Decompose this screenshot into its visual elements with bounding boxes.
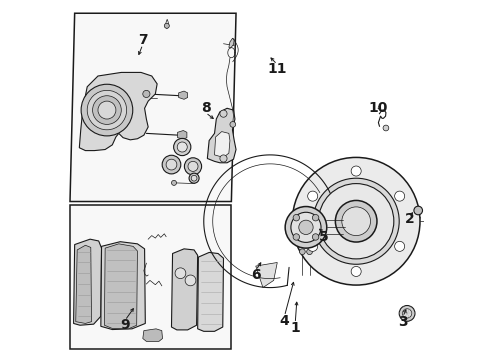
Circle shape: [383, 125, 389, 131]
Circle shape: [394, 241, 405, 251]
Polygon shape: [215, 132, 230, 157]
Circle shape: [162, 155, 181, 174]
Circle shape: [414, 206, 422, 215]
Circle shape: [98, 101, 116, 119]
Circle shape: [293, 157, 420, 285]
Circle shape: [285, 207, 327, 248]
Polygon shape: [79, 72, 157, 150]
Polygon shape: [70, 205, 231, 348]
Polygon shape: [104, 244, 137, 329]
Circle shape: [293, 215, 299, 221]
Circle shape: [394, 191, 405, 201]
Circle shape: [177, 142, 187, 152]
Text: 4: 4: [280, 314, 289, 328]
Circle shape: [308, 191, 318, 201]
Text: 5: 5: [319, 230, 329, 244]
Text: 8: 8: [201, 101, 210, 115]
Circle shape: [185, 275, 196, 286]
Circle shape: [299, 249, 305, 255]
Polygon shape: [177, 131, 187, 139]
Circle shape: [220, 155, 227, 162]
Text: 3: 3: [398, 315, 408, 329]
Text: 1: 1: [291, 321, 300, 335]
Circle shape: [313, 178, 399, 264]
Circle shape: [164, 23, 170, 28]
Polygon shape: [179, 91, 188, 99]
Text: 7: 7: [138, 33, 147, 47]
Polygon shape: [197, 252, 223, 331]
Circle shape: [188, 161, 198, 171]
Circle shape: [317, 224, 322, 229]
Polygon shape: [143, 329, 163, 341]
Circle shape: [143, 90, 150, 98]
Circle shape: [308, 241, 318, 251]
Polygon shape: [207, 108, 236, 163]
Polygon shape: [70, 13, 236, 202]
Text: 11: 11: [268, 62, 287, 76]
Circle shape: [87, 90, 126, 130]
Circle shape: [166, 159, 177, 170]
Circle shape: [342, 207, 370, 235]
Text: 2: 2: [405, 212, 415, 226]
Circle shape: [318, 184, 394, 259]
Circle shape: [189, 173, 199, 183]
Circle shape: [293, 234, 299, 240]
Polygon shape: [74, 239, 101, 325]
Circle shape: [291, 212, 321, 242]
Circle shape: [220, 110, 227, 117]
Circle shape: [312, 215, 319, 221]
Circle shape: [172, 180, 176, 185]
Circle shape: [175, 268, 186, 279]
Circle shape: [399, 306, 415, 321]
Polygon shape: [76, 245, 92, 323]
Text: 9: 9: [120, 318, 130, 332]
Polygon shape: [172, 249, 197, 330]
Circle shape: [307, 249, 313, 255]
Text: 10: 10: [368, 101, 388, 115]
Circle shape: [351, 166, 361, 176]
Polygon shape: [101, 242, 146, 329]
Circle shape: [173, 138, 191, 156]
Circle shape: [299, 220, 313, 234]
Circle shape: [81, 84, 133, 136]
Circle shape: [312, 234, 319, 240]
Polygon shape: [229, 39, 234, 48]
Circle shape: [402, 309, 412, 318]
Circle shape: [314, 217, 319, 222]
Circle shape: [351, 266, 361, 276]
Text: 6: 6: [251, 268, 261, 282]
Circle shape: [184, 158, 201, 175]
Polygon shape: [256, 262, 277, 288]
Circle shape: [93, 96, 122, 125]
Circle shape: [335, 201, 377, 242]
Circle shape: [191, 175, 197, 181]
Circle shape: [230, 122, 236, 127]
